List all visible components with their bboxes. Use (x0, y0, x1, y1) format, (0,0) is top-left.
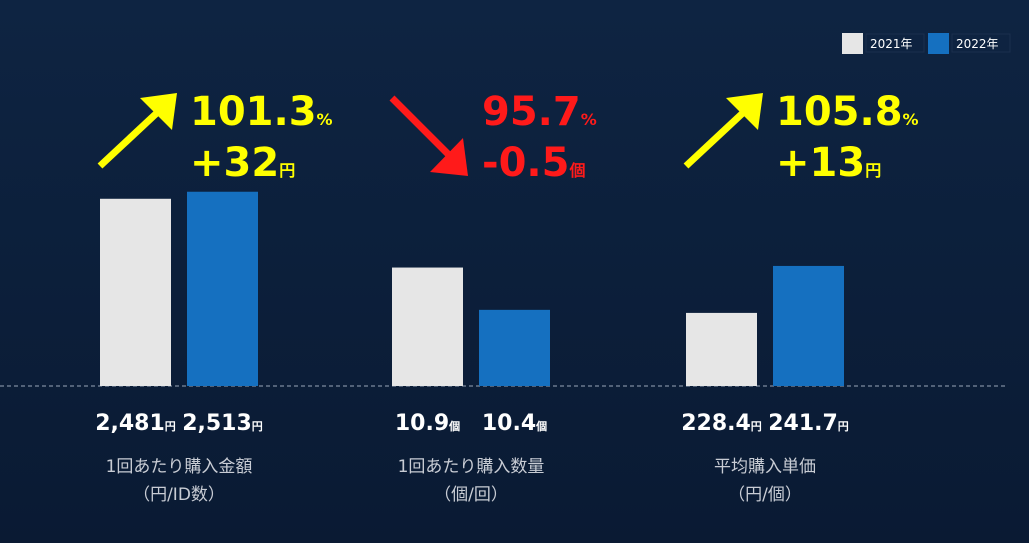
legend-label-box (865, 33, 925, 53)
value-unit: 円 (838, 420, 849, 433)
value-label: 10.4個 (482, 411, 547, 436)
value-number: 10.9 (395, 411, 449, 436)
value-number: 10.4 (482, 411, 536, 436)
arrow-shaft (97, 107, 163, 169)
legend-label-box (951, 33, 1011, 53)
diff-number: -0.5 (482, 140, 569, 186)
value-label: 228.4円 (681, 411, 762, 436)
chart-subtitle: （円/ID数） (133, 485, 225, 505)
bar (686, 312, 757, 386)
value-label: 2,513円 (182, 411, 263, 436)
diff-unit: 円 (279, 161, 295, 180)
bar (392, 267, 463, 386)
value-unit: 円 (751, 420, 762, 433)
bar (100, 198, 171, 386)
arrow-shaft (389, 95, 453, 159)
diff-unit: 円 (865, 161, 881, 180)
bar (773, 265, 844, 386)
value-label: 2,481円 (95, 411, 176, 436)
arrow-head (140, 93, 177, 130)
value-unit: 個 (535, 419, 547, 433)
diff-number: +13 (776, 140, 865, 186)
value-unit: 個 (448, 419, 460, 433)
change-ratio: 95.7% (482, 89, 597, 135)
value-unit: 円 (165, 420, 176, 433)
arrow-shaft (683, 107, 749, 169)
value-number: 228.4 (681, 411, 751, 436)
ratio-unit: % (317, 110, 333, 129)
arrow-head (430, 138, 468, 176)
change-ratio: 105.8% (776, 89, 919, 135)
value-unit: 円 (252, 420, 263, 433)
chart-title: 1回あたり購入数量 (398, 457, 545, 477)
value-label: 241.7円 (768, 411, 849, 436)
ratio-number: 105.8 (776, 89, 903, 135)
ratio-unit: % (903, 110, 919, 129)
legend-swatch (928, 33, 949, 54)
arrow-head (726, 93, 763, 130)
value-number: 2,513 (182, 411, 252, 436)
chart-subtitle: （個/回） (434, 485, 508, 505)
ratio-number: 95.7 (482, 89, 581, 135)
value-number: 2,481 (95, 411, 165, 436)
legend-label: 2022年 (956, 37, 999, 51)
chart-title: 1回あたり購入金額 (106, 457, 253, 477)
change-ratio: 101.3% (190, 89, 333, 135)
ratio-number: 101.3 (190, 89, 317, 135)
change-diff: +13円 (776, 140, 881, 186)
chart-title: 平均購入単価 (714, 457, 816, 477)
ratio-unit: % (581, 110, 597, 129)
chart-subtitle: （円/個） (728, 485, 802, 505)
change-diff: -0.5個 (482, 140, 585, 186)
value-label: 10.9個 (395, 411, 460, 436)
diff-number: +32 (190, 140, 279, 186)
bar (187, 191, 258, 386)
diff-unit: 個 (568, 161, 585, 180)
change-diff: +32円 (190, 140, 295, 186)
legend-swatch (842, 33, 863, 54)
value-number: 241.7 (768, 411, 838, 436)
bar (479, 309, 550, 386)
legend-label: 2021年 (870, 37, 913, 51)
